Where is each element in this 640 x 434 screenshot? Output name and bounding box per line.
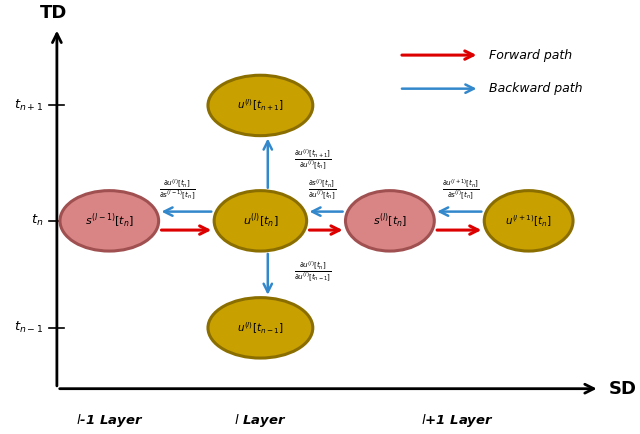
Text: $l$+1 Layer: $l$+1 Layer <box>421 412 494 429</box>
Ellipse shape <box>208 298 313 358</box>
Text: $s^{(l)}[t_n]$: $s^{(l)}[t_n]$ <box>372 212 407 230</box>
Text: $\frac{\partial s^{(l)}[t_n]}{\partial u^{(l)}[t_n]}$: $\frac{\partial s^{(l)}[t_n]}{\partial u… <box>308 177 336 202</box>
Text: $u^{(l+1)}[t_n]$: $u^{(l+1)}[t_n]$ <box>505 213 552 229</box>
Text: $u^{(l)}[t_{n+1}]$: $u^{(l)}[t_{n+1}]$ <box>237 98 284 113</box>
Ellipse shape <box>484 191 573 251</box>
Ellipse shape <box>60 191 159 251</box>
Ellipse shape <box>346 191 435 251</box>
Text: $\frac{\partial u^{(l)}[t_n]}{\partial s^{(l-1)}[t_n]}$: $\frac{\partial u^{(l)}[t_n]}{\partial s… <box>159 177 196 202</box>
Text: Backward path: Backward path <box>488 82 582 95</box>
Text: $l$ Layer: $l$ Layer <box>234 412 287 429</box>
Ellipse shape <box>214 191 307 251</box>
Text: $t_{n+1}$: $t_{n+1}$ <box>14 98 44 113</box>
Text: $t_{n-1}$: $t_{n-1}$ <box>14 320 44 335</box>
Ellipse shape <box>208 75 313 136</box>
Text: $s^{(l-1)}[t_n]$: $s^{(l-1)}[t_n]$ <box>85 212 134 230</box>
Text: $u^{(l)}[t_{n-1}]$: $u^{(l)}[t_{n-1}]$ <box>237 320 284 335</box>
Text: $\frac{\partial u^{(l)}[t_{n+1}]}{\partial u^{(l)}[t_n]}$: $\frac{\partial u^{(l)}[t_{n+1}]}{\parti… <box>294 148 332 172</box>
Text: SD: SD <box>609 380 637 398</box>
Text: $\frac{\partial u^{(l)}[t_n]}{\partial u^{(l)}[t_{n-1}]}$: $\frac{\partial u^{(l)}[t_n]}{\partial u… <box>294 259 332 283</box>
Text: $t_n$: $t_n$ <box>31 213 44 228</box>
Text: $\frac{\partial u^{(l+1)}[t_n]}{\partial s^{(l)}[t_n]}$: $\frac{\partial u^{(l+1)}[t_n]}{\partial… <box>442 177 479 202</box>
Text: $u^{(l)}[t_n]$: $u^{(l)}[t_n]$ <box>243 212 278 230</box>
Text: TD: TD <box>40 3 67 22</box>
Text: $l$-1 Layer: $l$-1 Layer <box>76 412 143 429</box>
Text: Forward path: Forward path <box>488 49 572 62</box>
